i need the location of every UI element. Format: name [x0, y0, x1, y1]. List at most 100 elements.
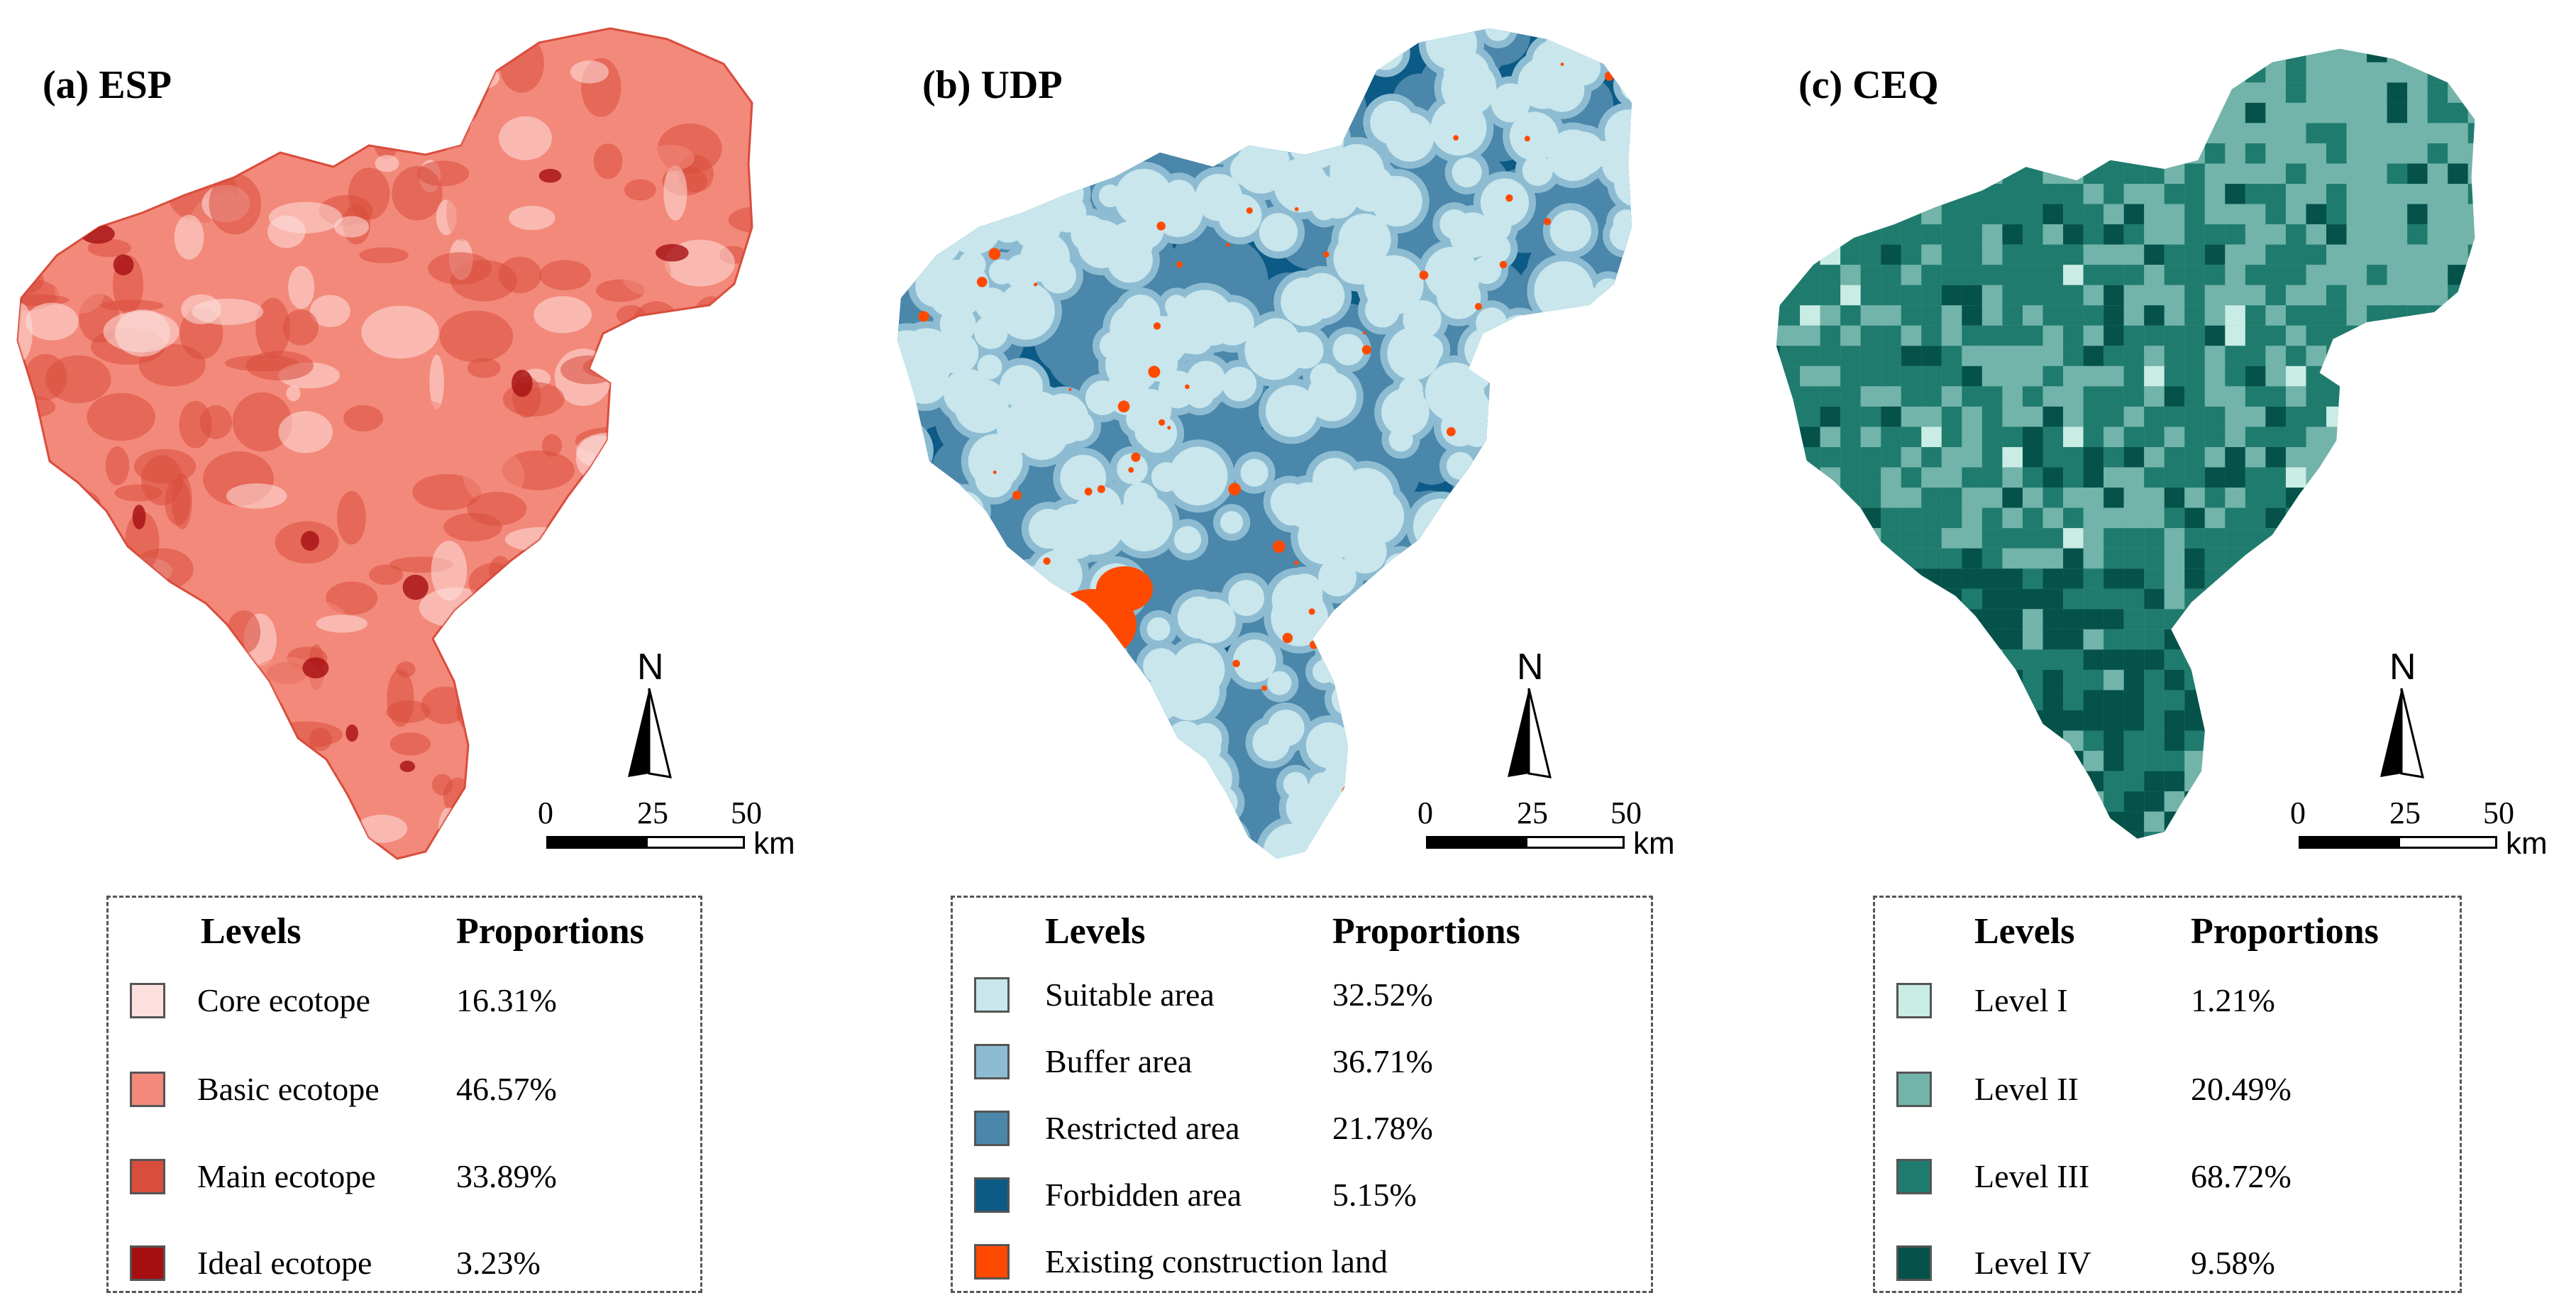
- restricted-ring: [897, 28, 967, 111]
- north-arrow: N: [1497, 646, 1561, 788]
- quality-cell: [2022, 488, 2043, 508]
- quality-cell: [2387, 488, 2408, 508]
- suitable-area: [1347, 488, 1405, 545]
- restricted-ring: [1482, 483, 1542, 543]
- quality-cell: [1901, 467, 1922, 488]
- construction-land: [1323, 251, 1330, 258]
- quality-cell: [2063, 184, 2084, 204]
- quality-cell: [2144, 791, 2165, 812]
- quality-cell: [2367, 507, 2387, 529]
- buffer-ring: [906, 199, 955, 249]
- quality-cell: [2488, 285, 2509, 306]
- quality-cell: [2407, 365, 2428, 387]
- quality-cell: [1776, 771, 1780, 792]
- quality-cell: [1941, 48, 1962, 62]
- quality-cell: [1779, 690, 1801, 710]
- quality-cell: [2265, 22, 2286, 43]
- quality-cell: [2306, 427, 2327, 447]
- quality-cell: [2164, 346, 2185, 366]
- quality-cell: [1962, 102, 1982, 123]
- restricted-ring: [1231, 28, 1299, 67]
- terrain-patch: [286, 385, 301, 402]
- suitable-area: [1146, 617, 1171, 641]
- construction-land: [1148, 365, 1161, 378]
- quality-cell: [2144, 22, 2165, 43]
- quality-cell: [1779, 346, 1801, 366]
- suitable-area: [1438, 28, 1468, 55]
- quality-cell: [2265, 649, 2286, 670]
- terrain-patch: [345, 28, 406, 52]
- quality-cell: [1860, 143, 1881, 164]
- quality-cell: [2387, 204, 2408, 225]
- quality-cell: [2326, 48, 2347, 62]
- terrain-patch: [145, 671, 169, 695]
- buffer-ring: [1178, 28, 1246, 76]
- quality-cell: [2285, 325, 2306, 346]
- buffer-ring: [1613, 62, 1632, 109]
- quality-cell: [2063, 123, 2084, 143]
- quality-cell: [1861, 852, 1881, 873]
- quality-cell: [1901, 427, 1922, 447]
- terrain-patch: [326, 581, 378, 615]
- terrain-patch: [255, 297, 290, 358]
- terrain-patch: [35, 834, 70, 859]
- quality-cell: [2204, 102, 2226, 123]
- quality-cell: [2184, 629, 2205, 650]
- terrain-patch: [226, 35, 244, 77]
- quality-cell: [2387, 588, 2408, 610]
- suitable-area: [1119, 793, 1144, 818]
- quality-cell: [2245, 832, 2266, 839]
- terrain-patch: [493, 28, 551, 43]
- quality-cell: [2306, 710, 2327, 731]
- buffer-ring: [1040, 709, 1105, 775]
- legend-label: Level IV: [1974, 1245, 2091, 1281]
- north-label: N: [2389, 647, 2416, 688]
- quality-cell: [2448, 751, 2468, 771]
- terrain-patch: [282, 309, 319, 346]
- quality-cell: [2427, 528, 2448, 549]
- quality-cell: [2063, 244, 2084, 265]
- terrain-patch: [467, 491, 527, 526]
- suitable-area: [1407, 647, 1461, 700]
- quality-cell: [2083, 548, 2104, 569]
- quality-cell: [1881, 751, 1901, 771]
- quality-cell: [2387, 568, 2408, 589]
- quality-cell: [2387, 62, 2408, 83]
- terrain-patch: [139, 61, 180, 85]
- quality-cell: [2083, 669, 2104, 690]
- quality-cell: [1860, 548, 1881, 569]
- quality-cell: [2346, 548, 2367, 569]
- construction-land: [1033, 282, 1038, 287]
- quality-cell: [2022, 690, 2043, 710]
- quality-cell: [2144, 568, 2165, 589]
- quality-cell: [2346, 265, 2367, 285]
- suitable-area: [1234, 141, 1288, 194]
- quality-cell: [1901, 528, 1922, 549]
- quality-cell: [2367, 427, 2387, 447]
- quality-cell: [2448, 62, 2468, 83]
- suitable-area: [1083, 57, 1128, 102]
- quality-cell: [2042, 548, 2064, 569]
- quality-cell: [1962, 184, 1982, 204]
- quality-cell: [1820, 467, 1841, 488]
- quality-cell: [2245, 285, 2266, 306]
- quality-cell: [1881, 852, 1901, 873]
- quality-cell: [1921, 488, 1942, 508]
- quality-cell: [2184, 447, 2205, 468]
- construction-land: [1330, 837, 1341, 849]
- terrain-patch: [563, 686, 620, 717]
- quality-cell: [2326, 244, 2347, 265]
- construction-land: [1294, 560, 1299, 566]
- scale-unit: km: [753, 826, 795, 861]
- quality-cell: [2326, 365, 2347, 387]
- suitable-area: [1397, 383, 1424, 409]
- quality-cell: [2387, 507, 2408, 529]
- quality-cell: [1800, 528, 1820, 549]
- quality-cell: [2367, 204, 2387, 225]
- quality-cell: [2488, 386, 2509, 407]
- quality-cell: [2184, 102, 2205, 123]
- buffer-ring: [953, 598, 1010, 654]
- quality-cell: [1840, 285, 1861, 306]
- suitable-area: [1324, 28, 1378, 58]
- quality-cell: [2104, 528, 2124, 549]
